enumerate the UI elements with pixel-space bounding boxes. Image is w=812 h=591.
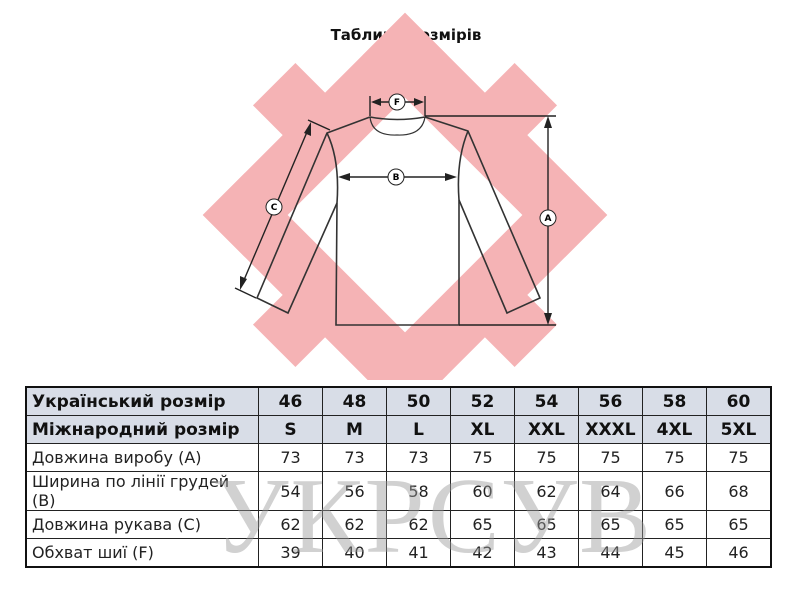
table-cell: 66 [642,471,707,511]
table-cell: 73 [386,443,451,472]
brand-logo [202,12,608,380]
table-cell: 64 [578,471,643,511]
label-f: F [394,98,400,108]
table-cell: 62 [322,510,387,539]
table-cell: 65 [514,510,579,539]
table-cell: 75 [450,443,515,472]
table-cell: 39 [258,538,323,568]
table-cell: 62 [514,471,579,511]
table-cell: 75 [514,443,579,472]
size-table: Український розмір 46 48 50 52 54 56 58 60 Міжнар… [25,386,772,568]
table-cell: 56 [578,386,643,416]
table-cell: S [258,415,323,444]
row-label: Довжина виробу (А) [25,443,259,472]
table-cell: 73 [258,443,323,472]
table-cell: 62 [258,510,323,539]
table-cell: 68 [706,471,772,511]
table-cell: 65 [706,510,772,539]
table-cell: 60 [706,386,772,416]
table-cell: 54 [514,386,579,416]
table-cell: XXXL [578,415,643,444]
table-cell: 52 [450,386,515,416]
table-row: Український розмір 46 48 50 52 54 56 58 60 [25,386,772,416]
table-cell: 46 [258,386,323,416]
table-cell: 62 [386,510,451,539]
table-cell: M [322,415,387,444]
table-cell: 58 [386,471,451,511]
table-cell: 65 [642,510,707,539]
table-cell: 75 [642,443,707,472]
label-a: A [545,214,552,224]
row-label: Український розмір [25,386,259,416]
table-cell: 4XL [642,415,707,444]
table-row: Довжина рукава (С) 62 62 62 65 65 65 65 65 [25,510,772,539]
table-cell: 48 [322,386,387,416]
table-cell: 65 [450,510,515,539]
table-cell: 44 [578,538,643,568]
table-cell: 46 [706,538,772,568]
table-cell: 56 [322,471,387,511]
table-row: Ширина по лінії грудей (В) 54 56 58 60 62 64 66… [25,471,772,511]
table-cell: 54 [258,471,323,511]
table-cell: 45 [642,538,707,568]
row-label: Міжнародний розмір [25,415,259,444]
table-cell: 43 [514,538,579,568]
table-cell: 75 [578,443,643,472]
table-cell: 5XL [706,415,772,444]
sweater-outline [255,116,542,326]
table-cell: 65 [578,510,643,539]
table-cell: 75 [706,443,772,472]
table-row: Міжнародний розмір S M L XL XXL XXXL 4XL 5XL [25,415,772,444]
table-cell: 58 [642,386,707,416]
table-row: Довжина виробу (А) 73 73 73 75 75 75 75 75 [25,443,772,472]
table-cell: 40 [322,538,387,568]
table-cell: 73 [322,443,387,472]
table-cell: 60 [450,471,515,511]
table-cell: XXL [514,415,579,444]
table-cell: XL [450,415,515,444]
table-cell: 50 [386,386,451,416]
table-row: Обхват шиї (F) 39 40 41 42 43 44 45 46 [25,538,772,568]
table-cell: 42 [450,538,515,568]
row-label: Довжина рукава (С) [25,510,259,539]
label-b: B [393,173,400,183]
label-c: C [271,203,278,213]
row-label: Обхват шиї (F) [25,538,259,568]
row-label: Ширина по лінії грудей (В) [25,471,259,511]
garment-diagram: A B C F [202,12,608,380]
table-cell: 41 [386,538,451,568]
table-cell: L [386,415,451,444]
